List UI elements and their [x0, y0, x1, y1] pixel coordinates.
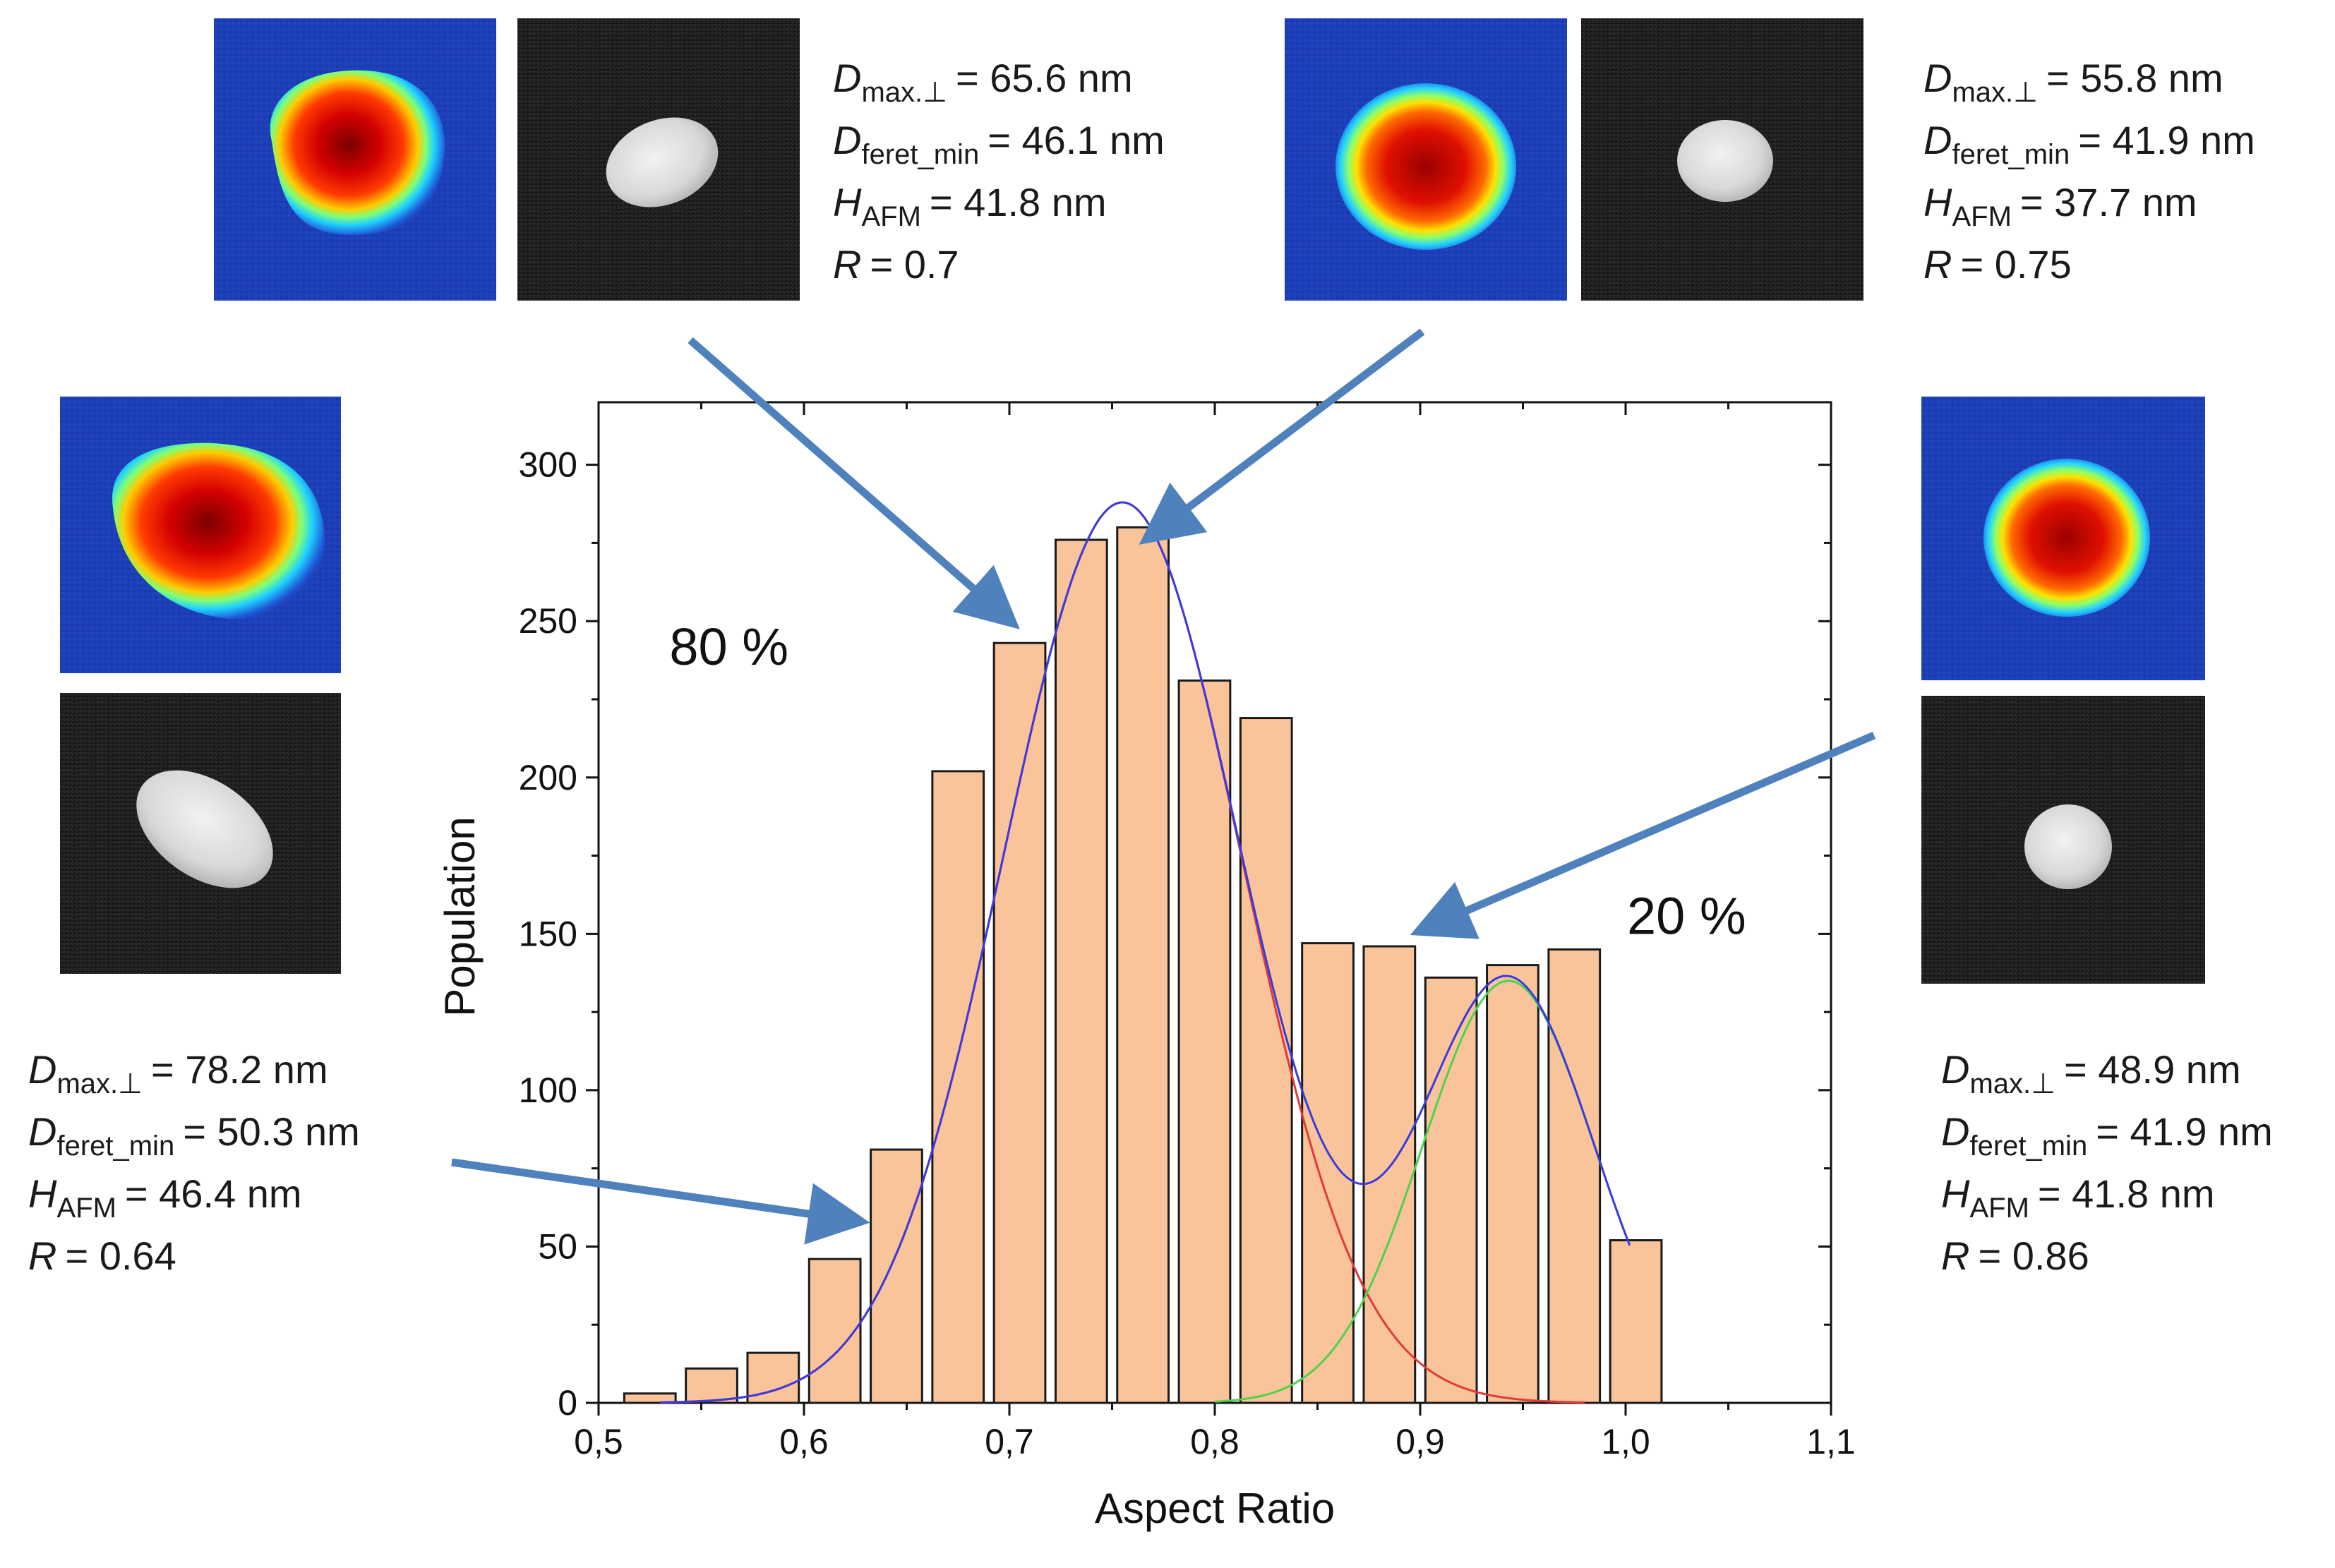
- param-dferet-right: Dferet_min = 41.9 nm: [1941, 1109, 2273, 1162]
- param-dmax-left: Dmax.⊥ = 78.2 nm: [28, 1047, 328, 1099]
- params-right: Dmax.⊥ = 48.9 nm Dferet_min = 41.9 nm HAFM…: [1941, 1047, 2273, 1278]
- histogram-bar-4: [808, 1258, 862, 1404]
- sem-image-left: [60, 693, 341, 974]
- param-hafm-right: HAFM = 41.8 nm: [1941, 1171, 2215, 1224]
- y-tick-label: 300: [519, 445, 577, 485]
- params-left: Dmax.⊥ = 78.2 nm Dferet_min = 50.3 nm HAFM…: [28, 1047, 360, 1278]
- histogram-bar-2: [685, 1367, 738, 1404]
- y-tick-label: 250: [519, 601, 577, 641]
- y-tick-label: 100: [519, 1071, 577, 1110]
- histogram-bar-7: [992, 641, 1047, 1404]
- sem-image-top-left: [517, 18, 800, 301]
- afm-image-top-right: [1285, 18, 1567, 301]
- y-axis-title: Population: [436, 816, 484, 1017]
- histogram-bar-14: [1424, 976, 1478, 1404]
- x-axis-ticks: 0,5 0,6 0,7 0,8 0,9 1,0 1,1: [574, 402, 1856, 1461]
- x-tick-label: 1,0: [1601, 1422, 1650, 1461]
- param-dferet-left: Dferet_min = 50.3 nm: [28, 1109, 360, 1162]
- x-tick-label: 0,6: [779, 1422, 829, 1461]
- annotation-20-percent: 20 %: [1627, 886, 1746, 945]
- param-r-top-right: R = 0.75: [1923, 242, 2072, 287]
- y-tick-label: 150: [519, 914, 577, 953]
- histogram-bar-15: [1486, 964, 1539, 1404]
- pointer-arrows: [451, 328, 1876, 1245]
- x-tick-label: 0,5: [574, 1422, 623, 1461]
- arrow-top-left: [688, 337, 1020, 629]
- sem-image-right: [1921, 696, 2205, 984]
- param-dferet-top-right: Dferet_min = 41.9 nm: [1923, 118, 2255, 170]
- annotation-80-percent: 80 %: [669, 617, 788, 676]
- histogram-bar-11: [1239, 717, 1293, 1404]
- param-dmax-right: Dmax.⊥ = 48.9 nm: [1941, 1047, 2241, 1099]
- afm-image-left: [60, 397, 341, 673]
- param-dmax-top-left: Dmax.⊥ = 65.6 nm: [833, 56, 1133, 108]
- histogram-bars: [623, 526, 1663, 1404]
- param-r-left: R = 0.64: [28, 1234, 176, 1278]
- param-hafm-top-left: HAFM = 41.8 nm: [833, 180, 1107, 232]
- param-r-right: R = 0.86: [1941, 1234, 2089, 1278]
- histogram-chart: 0,5 0,6 0,7 0,8 0,9 1,0 1,1 0 50 100 150 200 250 300…: [436, 401, 1856, 1532]
- y-tick-label: 50: [538, 1226, 577, 1266]
- afm-image-top-left: [214, 18, 496, 301]
- histogram-bar-13: [1362, 945, 1417, 1404]
- arrow-right: [1410, 731, 1876, 939]
- histogram-bar-10: [1177, 679, 1232, 1404]
- histogram-bar-5: [870, 1148, 923, 1404]
- sem-image-top-right: [1581, 18, 1863, 301]
- x-tick-label: 1,1: [1806, 1422, 1856, 1461]
- histogram-bar-16: [1547, 948, 1602, 1404]
- x-tick-label: 0,9: [1395, 1422, 1445, 1461]
- histogram-bar-6: [931, 770, 985, 1404]
- x-axis-title: Aspect Ratio: [1095, 1485, 1335, 1532]
- arrow-top-right: [1139, 328, 1425, 545]
- param-hafm-left: HAFM = 46.4 nm: [28, 1171, 302, 1224]
- y-tick-label: 0: [558, 1383, 577, 1423]
- params-top-right: Dmax.⊥ = 55.8 nm Dferet_min = 41.9 nm HAFM…: [1923, 56, 2255, 287]
- y-tick-label: 200: [519, 758, 577, 797]
- histogram-bar-8: [1054, 538, 1108, 1404]
- histogram-bar-1: [623, 1392, 677, 1404]
- histogram-bar-17: [1609, 1239, 1663, 1404]
- param-dmax-top-right: Dmax.⊥ = 55.8 nm: [1923, 56, 2223, 108]
- param-dferet-top-left: Dferet_min = 46.1 nm: [833, 118, 1165, 170]
- afm-image-right: [1921, 397, 2205, 680]
- histogram-bar-9: [1116, 526, 1170, 1404]
- y-axis-ticks: 0 50 100 150 200 250 300: [519, 445, 1831, 1423]
- arrow-left: [451, 1158, 870, 1245]
- param-r-top-left: R = 0.7: [833, 242, 959, 287]
- histogram-bar-12: [1301, 942, 1355, 1404]
- x-tick-label: 0,8: [1190, 1422, 1239, 1461]
- param-hafm-top-right: HAFM = 37.7 nm: [1923, 180, 2197, 232]
- params-top-left: Dmax.⊥ = 65.6 nm Dferet_min = 46.1 nm HAFM…: [833, 56, 1165, 287]
- x-tick-label: 0,7: [985, 1422, 1034, 1461]
